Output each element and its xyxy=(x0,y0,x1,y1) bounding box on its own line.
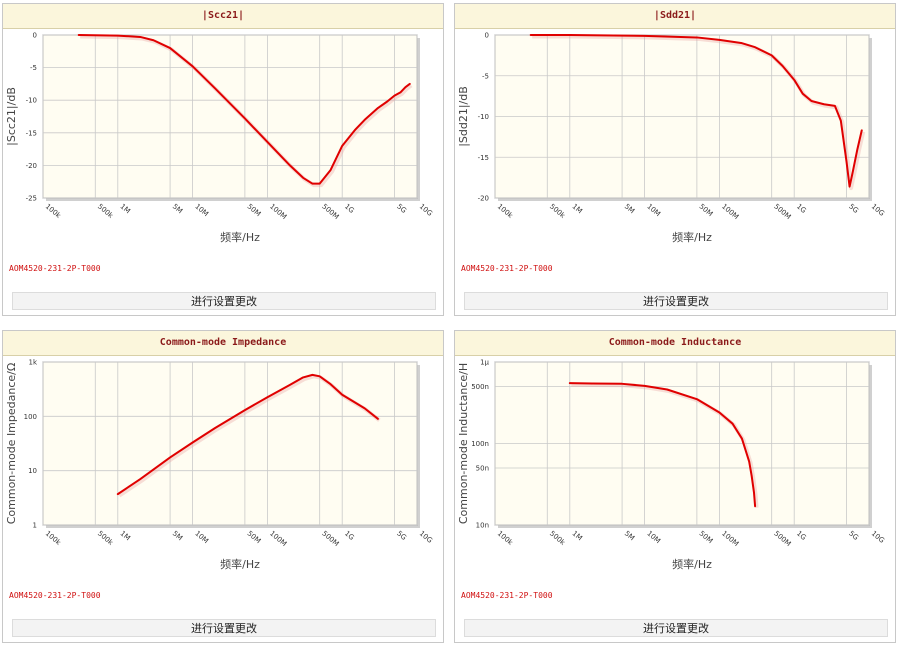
x-tick-label: 10G xyxy=(418,529,434,544)
x-tick-label: 1G xyxy=(795,529,808,541)
change-settings-button[interactable]: 进行设置更改 xyxy=(12,292,436,310)
series-line xyxy=(116,373,379,496)
x-tick-label: 5G xyxy=(395,529,408,541)
x-tick-label: 500k xyxy=(548,529,567,547)
x-tick-label: 100M xyxy=(268,529,288,548)
x-tick-label: 100k xyxy=(44,202,63,220)
x-tick-label: 1M xyxy=(119,529,132,542)
series-line xyxy=(77,34,411,185)
series-line xyxy=(529,34,863,188)
x-axis-label: 频率/Hz xyxy=(220,557,260,571)
x-tick-label: 10M xyxy=(193,529,210,545)
change-settings-button[interactable]: 进行设置更改 xyxy=(12,619,436,637)
x-tick-label: 1M xyxy=(571,202,584,215)
x-tick-label: 5M xyxy=(623,202,636,215)
y-tick-label: -5 xyxy=(482,72,489,80)
x-tick-label: 50M xyxy=(698,529,715,545)
chart-title: |Scc21| xyxy=(3,4,443,29)
x-tick-label: 100k xyxy=(496,202,515,220)
x-tick-label: 500M xyxy=(320,202,340,221)
chart-panel-scc21: |Scc21| 100k 500k 1M 5M 10M 50M 100M 500M 1G 5G 10… xyxy=(2,3,444,316)
x-tick-label: 50M xyxy=(246,529,263,545)
x-tick-label: 5G xyxy=(847,202,860,214)
y-tick-label: 10n xyxy=(476,522,489,530)
x-tick-label: 10G xyxy=(418,202,434,217)
x-tick-label: 100k xyxy=(496,529,515,547)
x-tick-label: 500M xyxy=(772,529,792,548)
x-tick-label: 500M xyxy=(320,529,340,548)
part-number: AOM4520-231-2P-T000 xyxy=(461,591,553,600)
x-axis-label: 频率/Hz xyxy=(672,230,712,244)
y-tick-label: -20 xyxy=(26,162,37,170)
chart-svg: 100k 500k 1M 5M 10M 50M 100M 500M 1G 5G 10G 1 10 100 1… xyxy=(5,359,434,572)
chart-svg: 100k 500k 1M 5M 10M 50M 100M 500M 1G 5G 10G 0 -5 -10 -… xyxy=(457,32,886,245)
x-tick-label: 5M xyxy=(171,202,184,215)
part-number: AOM4520-231-2P-T000 xyxy=(9,264,101,273)
y-axis-label: |Sdd21|/dB xyxy=(457,86,470,147)
chart-svg: 100k 500k 1M 5M 10M 50M 100M 500M 1G 5G 10G 10n 50n 1… xyxy=(457,359,886,572)
y-tick-label: 0 xyxy=(485,32,489,40)
x-tick-label: 1M xyxy=(119,202,132,215)
series-line xyxy=(568,382,757,508)
y-tick-label: 50n xyxy=(476,465,489,473)
x-tick-label: 1G xyxy=(343,529,356,541)
x-axis-label: 频率/Hz xyxy=(672,557,712,571)
x-tick-label: 100k xyxy=(44,529,63,547)
y-tick-label: 10 xyxy=(28,467,37,475)
x-tick-label: 5G xyxy=(395,202,408,214)
y-tick-label: -10 xyxy=(26,97,37,105)
chart-panel-sdd21: |Sdd21| 100k 500k 1M 5M 10M 50M 100M 500M 1G 5G 10… xyxy=(454,3,896,316)
x-tick-label: 10M xyxy=(193,202,210,218)
y-tick-label: 1 xyxy=(33,522,37,530)
part-number: AOM4520-231-2P-T000 xyxy=(9,591,101,600)
x-tick-label: 500k xyxy=(96,529,115,547)
x-tick-label: 10M xyxy=(645,202,662,218)
y-tick-label: -15 xyxy=(26,129,37,137)
x-axis-label: 频率/Hz xyxy=(220,230,260,244)
y-tick-label: -15 xyxy=(478,154,489,162)
change-settings-button[interactable]: 进行设置更改 xyxy=(464,292,888,310)
chart-svg: 100k 500k 1M 5M 10M 50M 100M 500M 1G 5G 10G 0 -5 -10 -… xyxy=(5,32,434,245)
y-tick-label: -5 xyxy=(30,64,37,72)
x-tick-label: 5G xyxy=(847,529,860,541)
y-tick-label: -25 xyxy=(26,195,37,203)
y-tick-label: 1μ xyxy=(480,359,489,367)
y-tick-label: 1k xyxy=(28,359,37,367)
y-tick-label: -10 xyxy=(478,113,489,121)
y-tick-label: 0 xyxy=(33,32,37,40)
y-tick-label: -20 xyxy=(478,195,489,203)
x-tick-label: 500M xyxy=(772,202,792,221)
x-tick-label: 500k xyxy=(548,202,567,220)
y-axis-label: Common-mode Inductance/H xyxy=(457,363,470,524)
plot-area xyxy=(42,361,418,526)
y-tick-label: 500n xyxy=(471,383,489,391)
x-tick-label: 50M xyxy=(698,202,715,218)
x-tick-label: 100M xyxy=(268,202,288,221)
x-tick-label: 1G xyxy=(795,202,808,214)
y-tick-label: 100n xyxy=(471,440,489,448)
chart-panel-cm-inductance: Common-mode Inductance 100k 500k 1M 5M 10M 50… xyxy=(454,330,896,643)
x-tick-label: 10G xyxy=(870,529,886,544)
x-tick-label: 10M xyxy=(645,529,662,545)
x-tick-label: 50M xyxy=(246,202,263,218)
part-number: AOM4520-231-2P-T000 xyxy=(461,264,553,273)
y-tick-label: 100 xyxy=(24,413,37,421)
x-tick-label: 5M xyxy=(623,529,636,542)
chart-panel-cm-impedance: Common-mode Impedance 100k 500k 1M 5M 10M 50M… xyxy=(2,330,444,643)
plot-area xyxy=(42,34,418,199)
chart-title: Common-mode Inductance xyxy=(455,331,895,356)
x-tick-label: 10G xyxy=(870,202,886,217)
change-settings-button[interactable]: 进行设置更改 xyxy=(464,619,888,637)
chart-title: |Sdd21| xyxy=(455,4,895,29)
y-axis-label: |Scc21|/dB xyxy=(5,87,18,146)
chart-title: Common-mode Impedance xyxy=(3,331,443,356)
x-tick-label: 100M xyxy=(720,202,740,221)
y-axis-label: Common-mode Impedance/Ω xyxy=(5,363,18,525)
x-tick-label: 5M xyxy=(171,529,184,542)
x-tick-label: 1G xyxy=(343,202,356,214)
x-tick-label: 500k xyxy=(96,202,115,220)
x-tick-label: 100M xyxy=(720,529,740,548)
x-tick-label: 1M xyxy=(571,529,584,542)
